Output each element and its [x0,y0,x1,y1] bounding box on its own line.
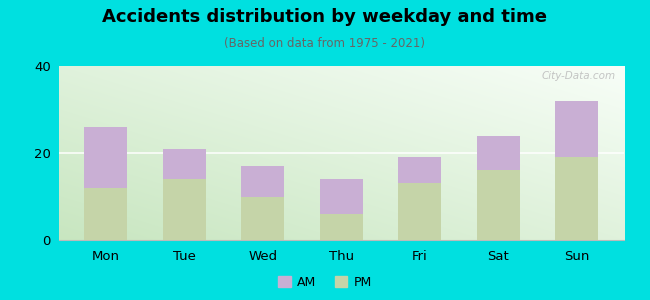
Bar [320,214,363,240]
Text: (Based on data from 1975 - 2021): (Based on data from 1975 - 2021) [224,38,426,50]
Legend: AM, PM: AM, PM [273,271,377,294]
Bar [162,148,206,179]
Bar [320,179,363,214]
Bar [162,179,206,240]
Bar [398,157,441,183]
Bar [398,183,441,240]
Bar [241,166,284,196]
Bar [555,101,599,157]
Bar [476,136,520,170]
Bar [555,157,599,240]
Text: City-Data.com: City-Data.com [541,71,616,81]
Bar [84,188,127,240]
Text: Accidents distribution by weekday and time: Accidents distribution by weekday and ti… [103,8,547,26]
Bar [241,196,284,240]
Bar [84,127,127,188]
Bar [476,170,520,240]
